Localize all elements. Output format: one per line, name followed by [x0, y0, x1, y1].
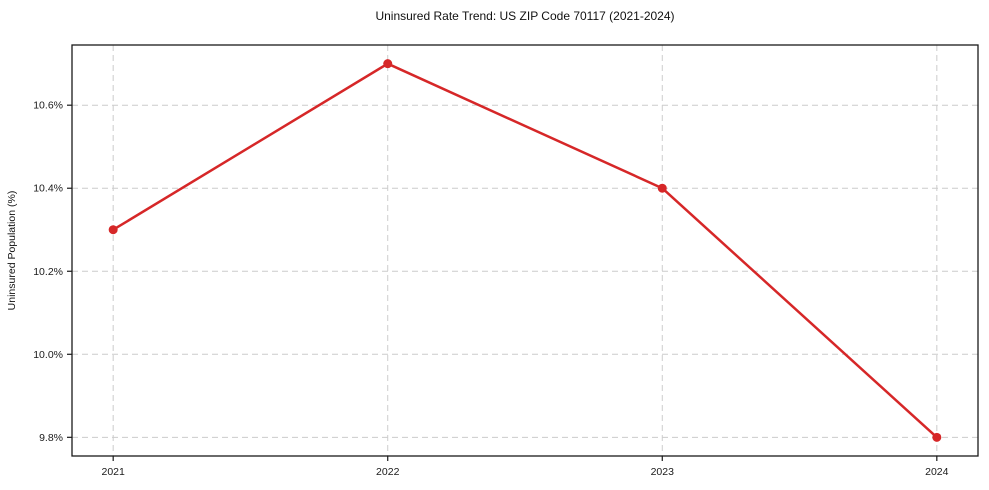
data-series	[108, 59, 942, 442]
data-point	[657, 183, 667, 193]
x-tick-label: 2023	[651, 466, 675, 478]
data-point	[383, 59, 393, 69]
trend-line	[111, 62, 939, 439]
axis-ticks: 9.8% 10.0% 10.2% 10.4% 10.6% 2021 2022 2023 2024	[33, 100, 948, 478]
data-point	[108, 225, 118, 235]
x-tick-label: 2021	[102, 466, 126, 478]
x-tick-label: 2024	[925, 466, 949, 478]
plot-border	[71, 44, 979, 457]
data-point	[932, 432, 942, 442]
grid-layer	[72, 45, 978, 456]
y-tick-label: 10.4%	[33, 183, 63, 195]
y-tick-label: 10.6%	[33, 100, 63, 112]
chart-title: Uninsured Rate Trend: US ZIP Code 70117 …	[375, 9, 674, 23]
x-tick-label: 2022	[376, 466, 400, 478]
y-tick-label: 10.0%	[33, 349, 63, 361]
y-axis-label: Uninsured Population (%)	[6, 191, 18, 311]
y-tick-label: 9.8%	[39, 432, 63, 444]
y-tick-label: 10.2%	[33, 266, 63, 278]
